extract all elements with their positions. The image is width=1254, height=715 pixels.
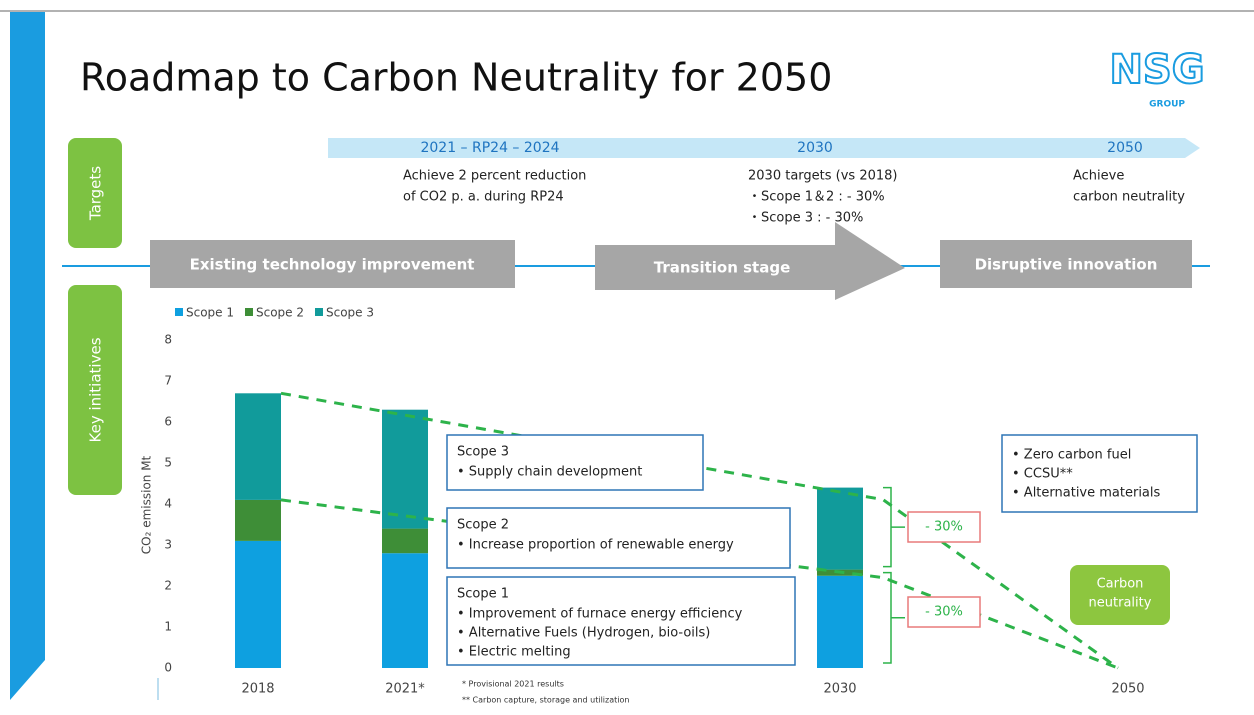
bar-segment	[382, 553, 428, 668]
stage-label: Existing technology improvement	[190, 256, 475, 274]
bar-segment	[235, 540, 281, 668]
footnote: ** Carbon capture, storage and utilizati…	[462, 696, 629, 705]
targets: Achieve 2 percent reduction of CO2 p. a. …	[403, 169, 1185, 226]
timeline-label: 2021 – RP24 – 2024	[420, 140, 559, 156]
reduction-box	[907, 596, 981, 628]
initiative-item: • Improvement of furnace energy efficien…	[457, 607, 743, 622]
x-tick-label: 2030	[823, 682, 856, 697]
bracket	[883, 571, 905, 664]
y-tick-label: 2	[164, 579, 172, 593]
stage-label: Disruptive innovation	[975, 256, 1158, 274]
initiative-item: • Alternative Fuels (Hydrogen, bio-oils)	[457, 626, 710, 641]
y-tick-label: 0	[164, 661, 172, 675]
future-item: • Alternative materials	[1012, 486, 1161, 501]
target-text: ・Scope 3 : - 30%	[748, 211, 863, 226]
target-text: carbon neutrality	[1073, 190, 1185, 205]
target-text: Achieve	[1073, 169, 1124, 184]
initiatives-label-box	[68, 285, 122, 495]
initiative-box	[446, 576, 796, 666]
future-item: • Zero carbon fuel	[1012, 448, 1131, 463]
logo-sub: GROUP	[1149, 100, 1185, 110]
timeline-arrow	[328, 138, 1200, 158]
bar-segment	[817, 487, 863, 570]
x-tick-label: 2021*	[385, 682, 425, 697]
initiative-boxes: Scope 3 • Supply chain development Scope 2…	[446, 434, 1198, 666]
initiative-title: Scope 3	[457, 445, 509, 460]
legend-label: Scope 2	[256, 306, 304, 320]
initiative-item: • Supply chain development	[457, 465, 642, 480]
y-tick-label: 6	[164, 415, 172, 429]
side-label: Key initiatives	[87, 337, 105, 442]
side-stripe	[10, 12, 45, 700]
y-tick-label: 8	[164, 333, 172, 347]
future-box	[1001, 434, 1198, 513]
milestone-label: neutrality	[1089, 596, 1152, 611]
y-tick-label: 3	[164, 538, 172, 552]
initiative-box	[446, 507, 791, 569]
footnote: * Provisional 2021 results	[462, 680, 564, 689]
logo: NSG	[1109, 47, 1204, 93]
target-text: 2030 targets (vs 2018)	[748, 169, 897, 184]
target-text: Achieve 2 percent reduction	[403, 169, 586, 184]
title: Roadmap to Carbon Neutrality for 2050	[80, 56, 832, 100]
initiative-title: Scope 2	[457, 518, 509, 533]
reduction-label: - 30%	[925, 520, 963, 535]
x-tick-label: 2050	[1111, 682, 1144, 697]
bracket	[883, 486, 905, 568]
reduction-box	[907, 511, 981, 543]
initiative-item: • Electric melting	[457, 645, 571, 660]
target-text: ・Scope 1＆2 : - 30%	[748, 190, 885, 205]
trend-line	[280, 391, 1119, 670]
timeline-label: 2050	[1107, 140, 1143, 156]
initiative-box	[446, 434, 704, 491]
y-tick-label: 5	[164, 456, 172, 470]
legend-label: Scope 3	[326, 306, 374, 320]
reduction-label: - 30%	[925, 605, 963, 620]
legend-swatch	[175, 308, 183, 316]
x-tick-label: 2018	[241, 682, 274, 697]
legend-swatch	[245, 308, 253, 316]
bar-segment	[235, 393, 281, 500]
legend-label: Scope 1	[186, 306, 234, 320]
y-axis-label: CO₂ emission Mt	[140, 455, 154, 554]
y-tick-label: 1	[164, 620, 172, 634]
timeline-label: 2030	[797, 140, 833, 156]
y-tick-label: 7	[164, 374, 172, 388]
y-tick-label: 4	[164, 497, 172, 511]
milestone-label: Carbon	[1097, 577, 1144, 592]
future-item: • CCSU**	[1012, 467, 1073, 482]
milestone-box	[1070, 565, 1170, 625]
target-text: of CO2 p. a. during RP24	[403, 190, 564, 205]
initiative-item: • Increase proportion of renewable energ…	[457, 538, 734, 553]
bar-segment	[817, 575, 863, 668]
legend-swatch	[315, 308, 323, 316]
side-label: Targets	[87, 166, 105, 221]
bar-segment	[382, 409, 428, 529]
stage-box	[150, 240, 515, 288]
bar-segment	[382, 528, 428, 554]
stage-label: Transition stage	[654, 259, 791, 277]
stage-arrow	[595, 222, 905, 300]
stage-box	[940, 240, 1192, 288]
targets-label-box	[68, 138, 122, 248]
bar-segment	[235, 499, 281, 541]
initiative-title: Scope 1	[457, 587, 509, 602]
